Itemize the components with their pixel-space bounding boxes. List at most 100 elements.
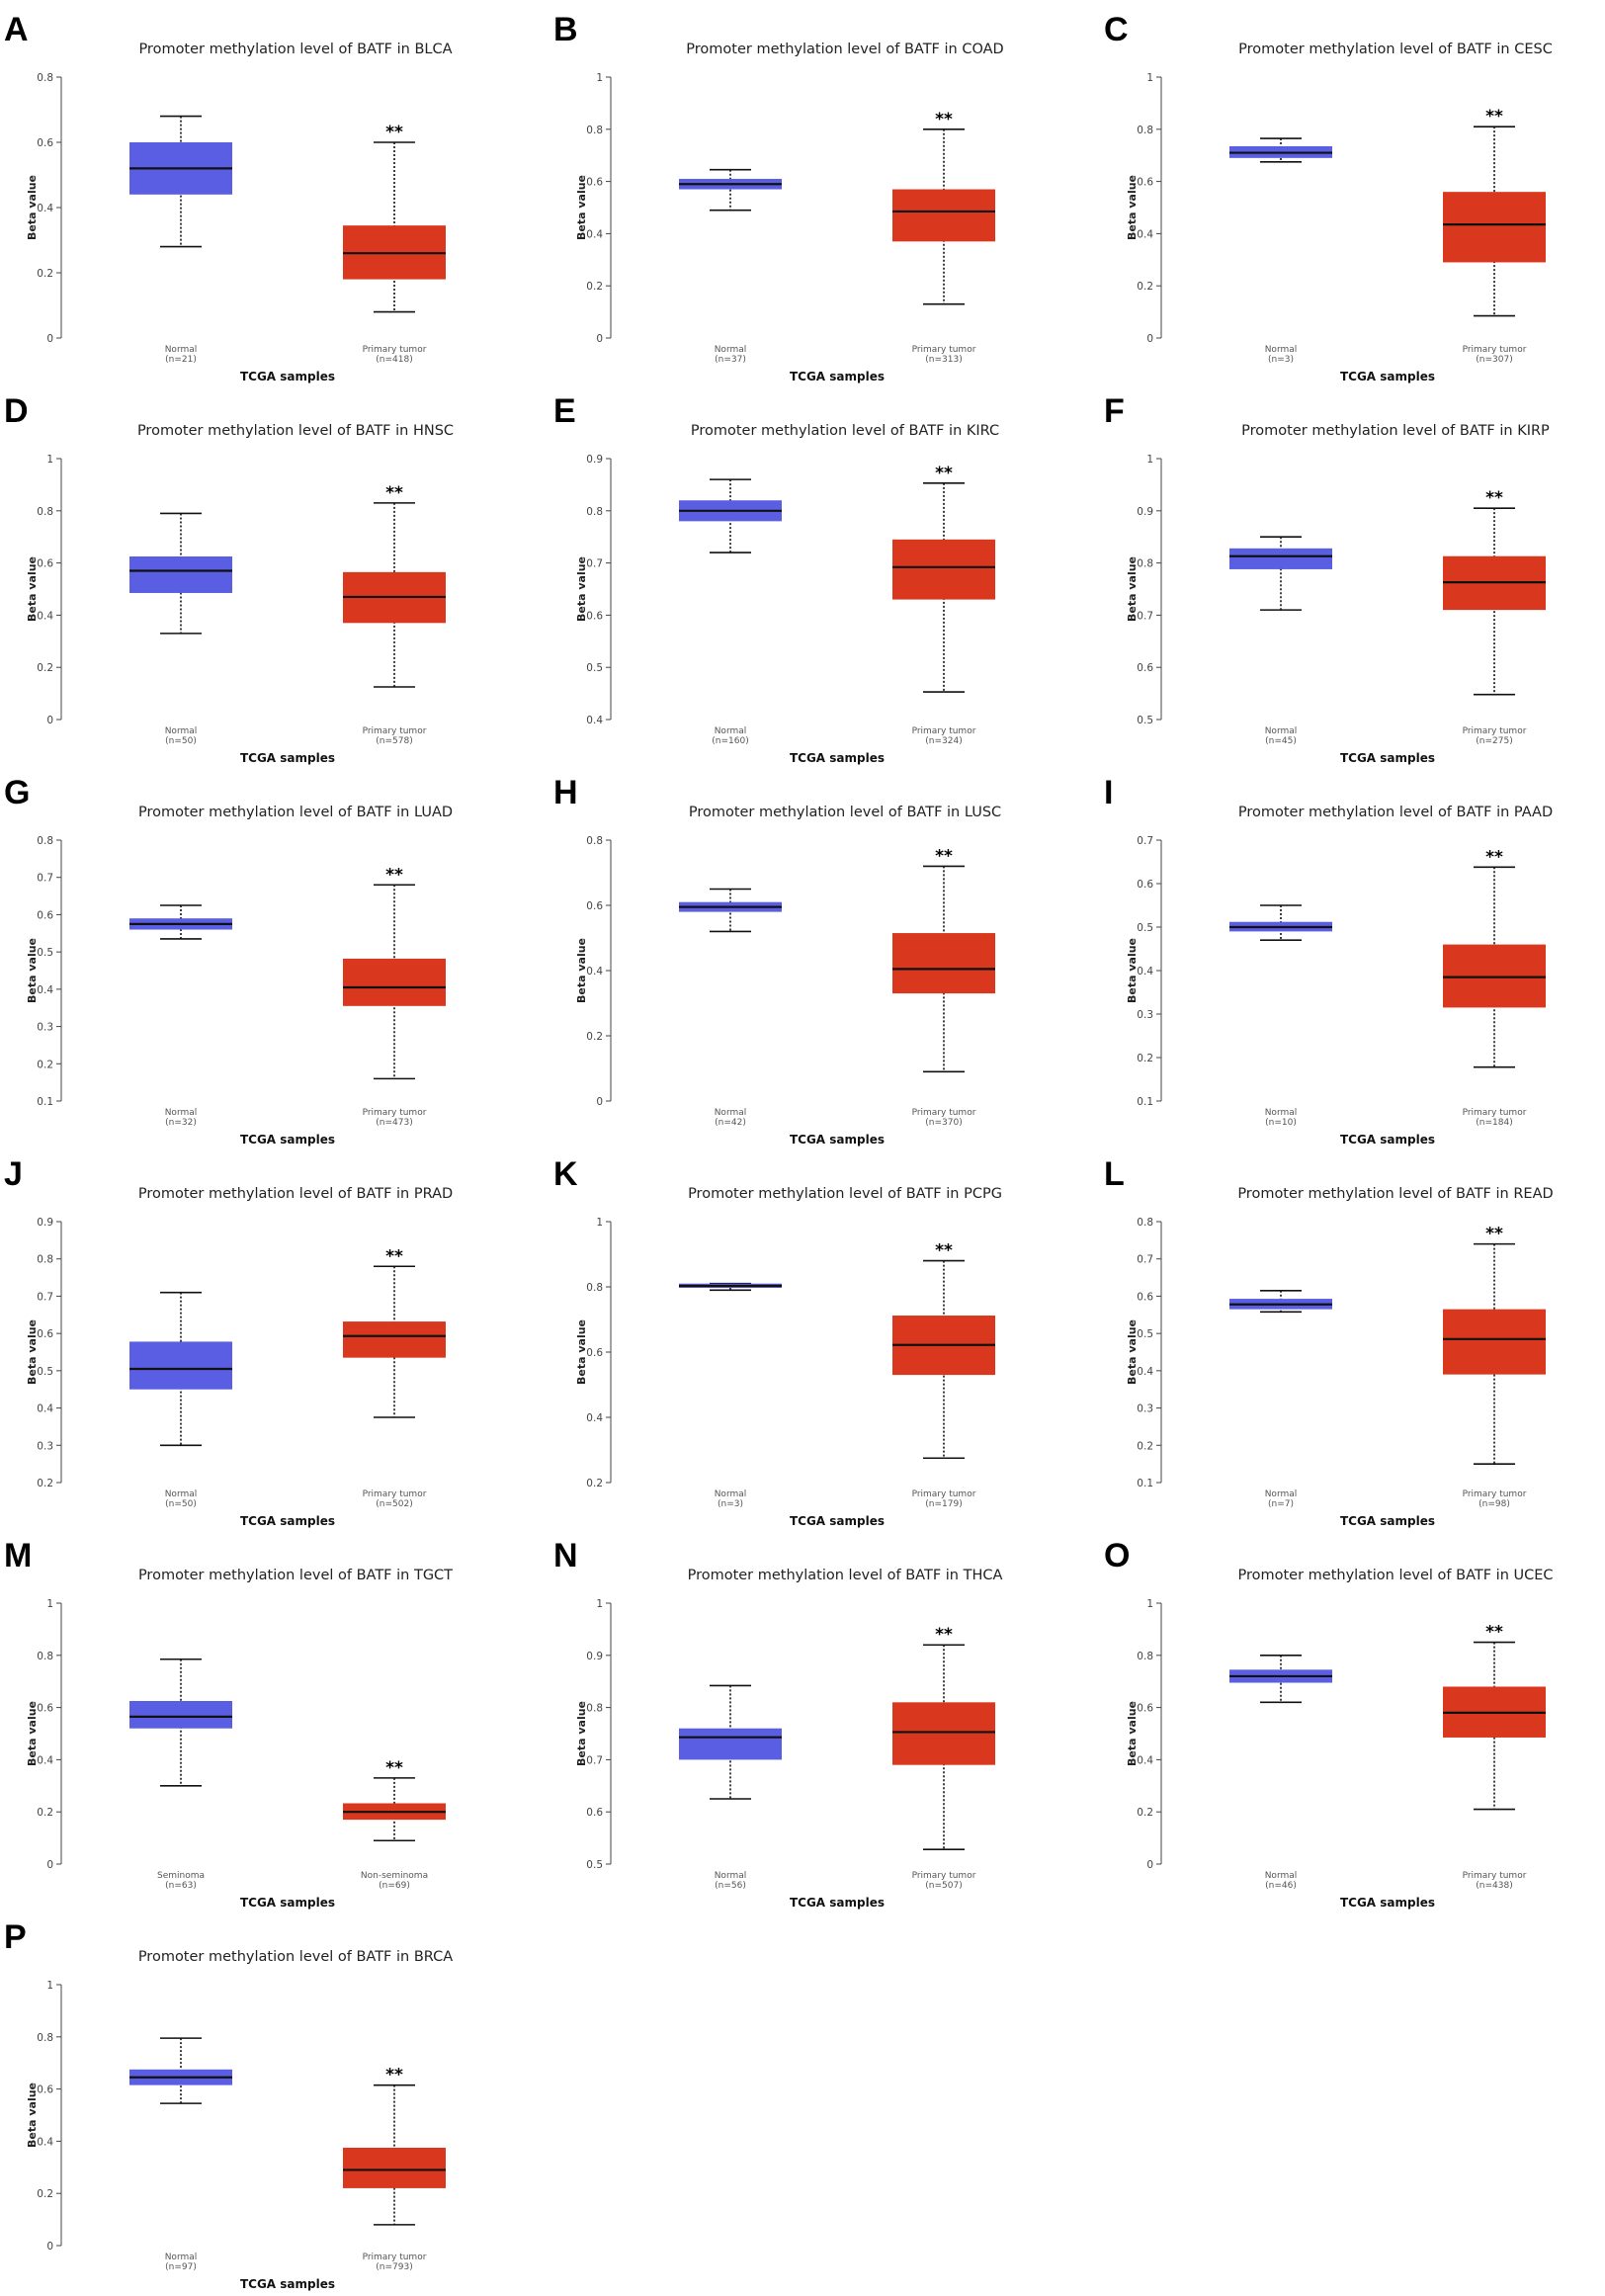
iqr-box (1443, 192, 1546, 263)
y-axis-label: Beta value (575, 938, 588, 1003)
sample-count-label: (n=307) (1476, 355, 1512, 365)
chart-panel-d: D Promoter methylation level of BATF in H… (0, 382, 535, 765)
x-axis-label: TCGA samples (240, 370, 335, 383)
box-tumor: ** (1443, 1225, 1546, 1465)
panel-letter: C (1104, 11, 1129, 48)
y-tick-label: 0.6 (1137, 879, 1153, 891)
box-tumor: ** (1443, 488, 1546, 696)
y-axis-label: Beta value (575, 175, 588, 240)
box-control (1229, 1289, 1332, 1314)
chart-title: Promoter methylation level of BATF in LU… (138, 805, 453, 820)
box-control (1229, 1655, 1332, 1704)
chart-title: Promoter methylation level of BATF in PC… (688, 1186, 1002, 1202)
box-tumor: ** (343, 123, 446, 313)
panel-letter: L (1104, 1155, 1125, 1193)
y-tick-label: 0.5 (1137, 922, 1153, 934)
box-control (129, 512, 232, 635)
y-tick-label: 0 (46, 1859, 53, 1871)
box-tumor: ** (343, 2066, 446, 2226)
box-control (679, 1684, 782, 1800)
sample-count-label: (n=160) (712, 736, 748, 746)
y-tick-label: 1 (596, 1217, 603, 1229)
panel-letter: N (553, 1537, 578, 1574)
chart-title: Promoter methylation level of BATF in TH… (688, 1568, 1003, 1583)
iqr-box (892, 933, 995, 994)
box-control (679, 1282, 782, 1292)
y-axis-label: Beta value (26, 556, 39, 622)
y-tick-label: 0.4 (37, 1754, 53, 1766)
sample-count-label: (n=97) (165, 2262, 197, 2272)
box-tumor: ** (892, 1625, 995, 1851)
y-tick-label: 0.2 (37, 2188, 53, 2200)
chart-panel-e: E Promoter methylation level of BATF in K… (549, 382, 1084, 765)
y-tick-label: 0.8 (37, 2032, 53, 2044)
y-tick-label: 0.8 (37, 506, 53, 518)
y-tick-label: 0.7 (586, 1754, 603, 1766)
y-tick-label: 0.8 (586, 125, 603, 136)
x-axis-label: TCGA samples (1340, 1514, 1435, 1528)
boxplot-svg: M Promoter methylation level of BATF in T… (4, 1537, 453, 1910)
sample-count-label: (n=370) (925, 1118, 962, 1128)
significance-label: ** (1485, 1623, 1503, 1643)
chart-title: Promoter methylation level of BATF in RE… (1237, 1186, 1553, 1202)
box-control (129, 2037, 232, 2104)
category-label: Normal (165, 345, 198, 355)
chart-panel-c: C Promoter methylation level of BATF in C… (1100, 0, 1605, 383)
y-tick-label: 0.4 (1137, 228, 1153, 240)
y-tick-label: 0.9 (1137, 506, 1153, 518)
sample-count-label: (n=32) (165, 1118, 197, 1128)
y-tick-label: 0.8 (586, 506, 603, 518)
box-control (679, 478, 782, 553)
significance-label: ** (935, 1241, 953, 1261)
y-tick-label: 0 (46, 2241, 53, 2253)
boxplot-svg: L Promoter methylation level of BATF in R… (1104, 1155, 1554, 1528)
chart-panel-b: B Promoter methylation level of BATF in C… (549, 0, 1084, 383)
sample-count-label: (n=50) (165, 736, 197, 746)
x-axis-label: TCGA samples (790, 1133, 885, 1147)
iqr-box (679, 1728, 782, 1760)
y-tick-label: 0.6 (586, 610, 603, 622)
y-tick-label: 0.2 (37, 1478, 53, 1489)
category-label: Primary tumor (912, 345, 976, 355)
panel-letter: F (1104, 392, 1125, 430)
y-axis-label: Beta value (575, 556, 588, 622)
chart-title: Promoter methylation level of BATF in PA… (1238, 805, 1553, 820)
sample-count-label: (n=10) (1265, 1118, 1297, 1128)
category-label: Primary tumor (912, 1871, 976, 1881)
y-axis-label: Beta value (1126, 1319, 1139, 1385)
sample-count-label: (n=50) (165, 1499, 197, 1509)
box-tumor: ** (1443, 1623, 1546, 1811)
category-label: Normal (715, 1489, 747, 1499)
y-tick-label: 0.7 (37, 873, 53, 885)
y-tick-label: 0.1 (1137, 1096, 1153, 1108)
category-label: Non-seminoma (361, 1871, 428, 1881)
box-control (679, 168, 782, 212)
significance-label: ** (935, 846, 953, 866)
y-tick-label: 0 (596, 333, 603, 345)
sample-count-label: (n=98) (1478, 1499, 1510, 1509)
sample-count-label: (n=418) (376, 355, 412, 365)
category-label: Primary tumor (363, 2253, 427, 2262)
y-tick-label: 0.4 (1137, 1366, 1153, 1378)
y-tick-label: 1 (46, 454, 53, 466)
y-axis-label: Beta value (26, 175, 39, 240)
category-label: Primary tumor (912, 1108, 976, 1118)
y-tick-label: 1 (1146, 1598, 1153, 1610)
x-axis-label: TCGA samples (240, 751, 335, 765)
y-tick-label: 0.1 (37, 1096, 53, 1108)
category-label: Normal (165, 1489, 198, 1499)
sample-count-label: (n=507) (925, 1881, 962, 1891)
sample-count-label: (n=184) (1476, 1118, 1512, 1128)
panel-letter: I (1104, 774, 1113, 811)
boxplot-svg: H Promoter methylation level of BATF in L… (553, 774, 1001, 1147)
y-tick-label: 0.6 (586, 1807, 603, 1819)
sample-count-label: (n=45) (1265, 736, 1297, 746)
y-tick-label: 0.4 (1137, 1754, 1153, 1766)
y-tick-label: 0.6 (586, 177, 603, 189)
category-label: Normal (1265, 726, 1298, 736)
y-tick-label: 0.8 (586, 835, 603, 847)
box-control (129, 904, 232, 940)
box-tumor: ** (1443, 847, 1546, 1068)
y-tick-label: 0.6 (37, 909, 53, 921)
x-axis-label: TCGA samples (790, 1896, 885, 1910)
